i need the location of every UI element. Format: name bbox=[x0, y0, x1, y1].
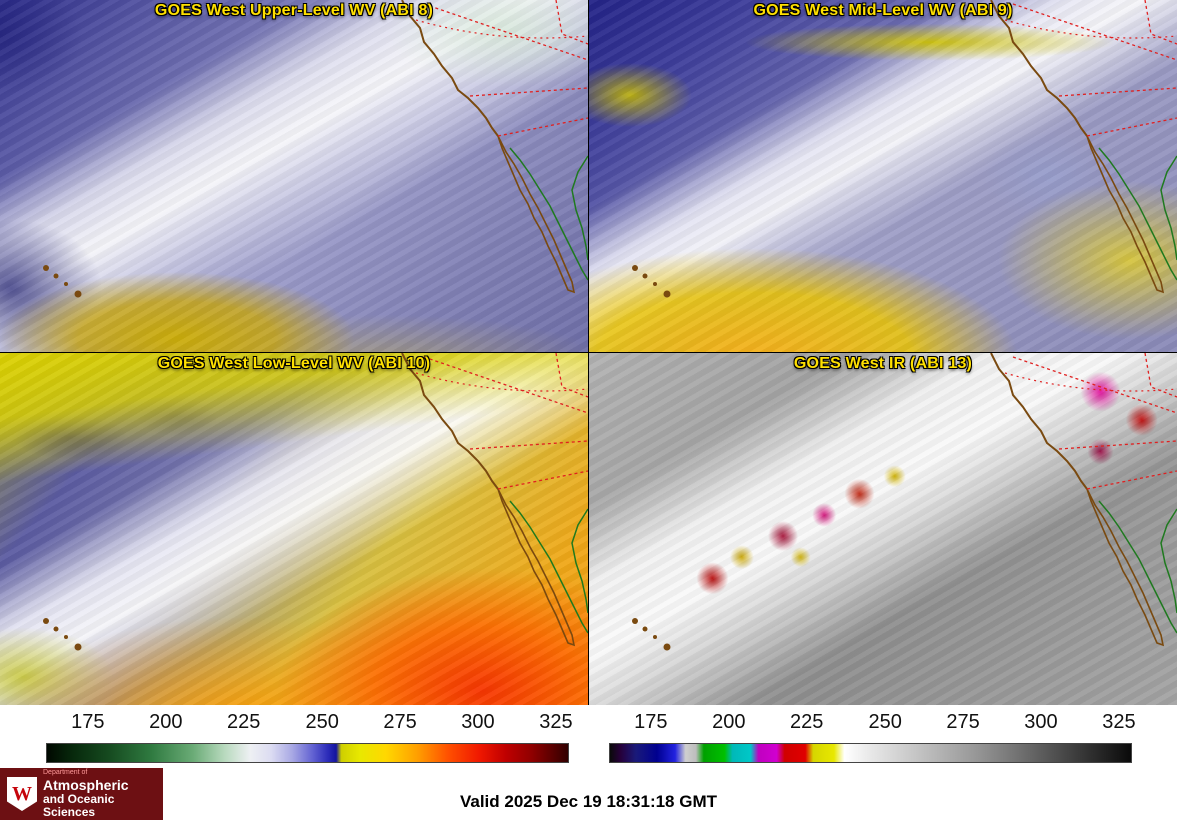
panel-title-mid-wv: GOES West Mid-Level WV (ABI 9) bbox=[753, 2, 1013, 19]
panel-title-low-wv: GOES West Low-Level WV (ABI 10) bbox=[157, 355, 431, 372]
bottom-strip: 175 200 225 250 275 300 325 175 200 225 … bbox=[0, 705, 1177, 820]
tick-label: 250 bbox=[305, 711, 339, 733]
tick-label: 225 bbox=[790, 711, 824, 733]
panel-low-level-wv: GOES West Low-Level WV (ABI 10) bbox=[0, 353, 588, 705]
tick-label: 325 bbox=[539, 711, 573, 733]
crest-letter: W bbox=[12, 783, 32, 805]
tick-label: 175 bbox=[71, 711, 105, 733]
valid-time-label: Valid 2025 Dec 19 18:31:18 GMT bbox=[459, 792, 718, 811]
coastline-map-overlay bbox=[42, 353, 588, 652]
tick-label: 275 bbox=[383, 711, 417, 733]
tick-label: 200 bbox=[149, 711, 183, 733]
coastline-map-overlay bbox=[631, 0, 1177, 299]
logo-line-department: Department of bbox=[43, 769, 88, 777]
tick-label: 225 bbox=[227, 711, 261, 733]
ir-colorbar-ticks: 175 200 225 250 275 300 325 bbox=[609, 711, 1136, 737]
coastline-map-overlay bbox=[631, 353, 1177, 652]
tick-label: 300 bbox=[461, 711, 495, 733]
panel-mid-level-wv: GOES West Mid-Level WV (ABI 9) bbox=[589, 0, 1177, 352]
panel-ir: GOES West IR (ABI 13) bbox=[589, 353, 1177, 705]
tick-label: 175 bbox=[634, 711, 668, 733]
tick-label: 325 bbox=[1102, 711, 1136, 733]
tick-label: 200 bbox=[712, 711, 746, 733]
logo-line-atmospheric: Atmospheric bbox=[43, 776, 129, 793]
tick-label: 250 bbox=[868, 711, 902, 733]
logo-line-oceanic: and Oceanic Sciences bbox=[43, 791, 115, 819]
ir-colorbar bbox=[609, 743, 1132, 763]
panel-grid: GOES West Upper-Level WV (ABI 8) GOES We… bbox=[0, 0, 1177, 705]
logo-text: Department of Atmospheric and Oceanic Sc… bbox=[43, 769, 163, 819]
wv-colorbar bbox=[46, 743, 569, 763]
tick-label: 275 bbox=[946, 711, 980, 733]
uw-aos-logo: W Department of Atmospheric and Oceanic … bbox=[0, 768, 163, 820]
panel-upper-level-wv: GOES West Upper-Level WV (ABI 8) bbox=[0, 0, 588, 352]
wv-colorbar-ticks: 175 200 225 250 275 300 325 bbox=[46, 711, 573, 737]
coastline-map-overlay bbox=[42, 0, 588, 299]
tick-label: 300 bbox=[1024, 711, 1058, 733]
panel-title-ir: GOES West IR (ABI 13) bbox=[793, 355, 973, 372]
panel-title-upper-wv: GOES West Upper-Level WV (ABI 8) bbox=[154, 2, 434, 19]
